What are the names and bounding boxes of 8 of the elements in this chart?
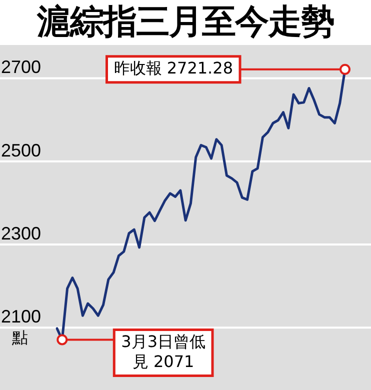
y-tick-label: 2500: [1, 140, 42, 160]
annotation: 3月3日曾低見 2071: [121, 332, 206, 371]
annotation: 昨收報 2721.28: [114, 58, 233, 78]
y-tick-label: 2300: [1, 223, 42, 244]
y-tick-label: 2100: [1, 306, 42, 327]
y-axis-title: 點: [11, 328, 28, 347]
chart-title: 滬綜指三月至今走勢: [36, 1, 335, 44]
y-tick-label: 2700: [1, 57, 42, 78]
